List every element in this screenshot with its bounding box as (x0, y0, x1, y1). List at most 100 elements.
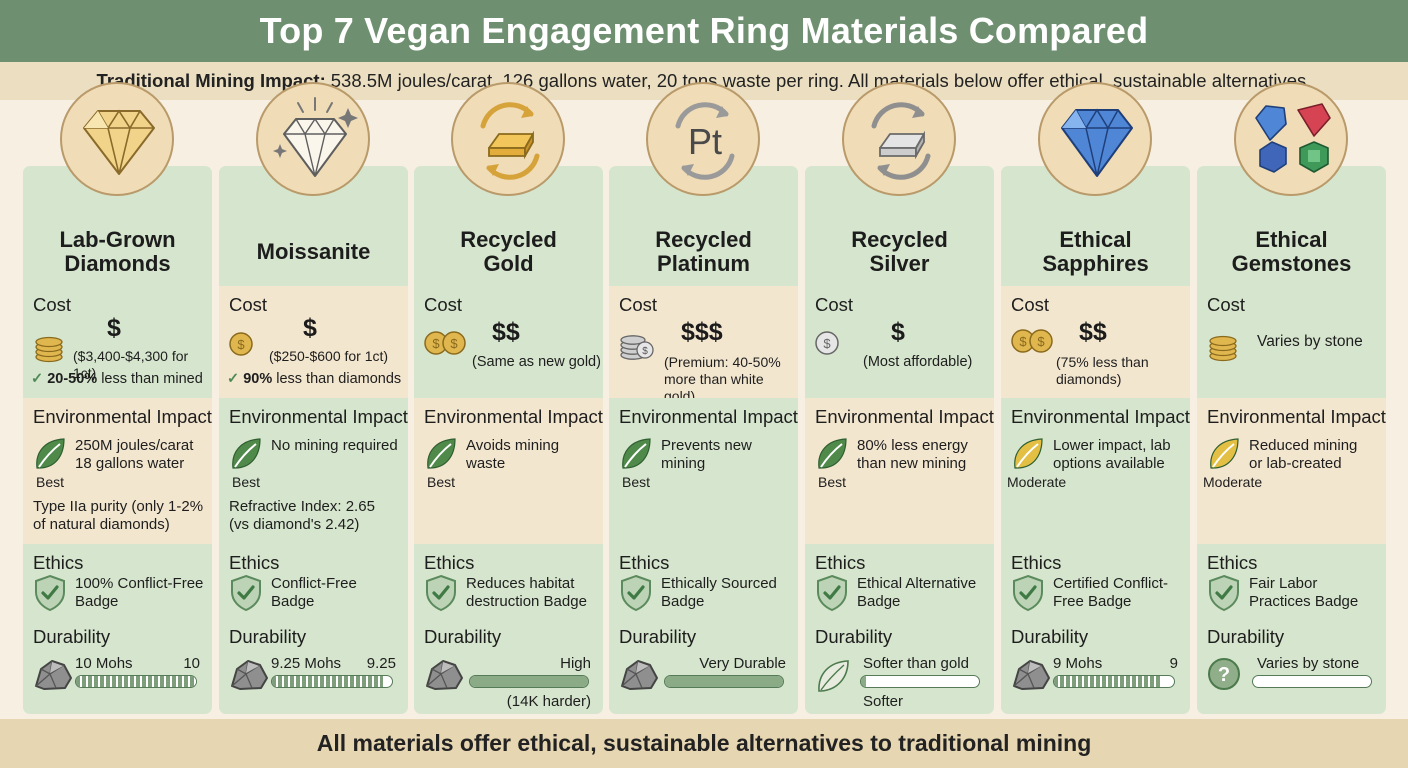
mining-impact-label: Traditional Mining Impact: (96, 70, 326, 91)
material-name-line1: Lab-Grown (59, 227, 176, 252)
durability-bar-fill (76, 676, 196, 687)
env-line1: Lower impact, lab (1053, 437, 1171, 454)
cost-saving: ✓ 20-50% less than mined (31, 371, 203, 387)
ethics-line2: Free Badge (1053, 593, 1132, 610)
ethics-heading: Ethics (1207, 552, 1258, 573)
ethics-section: Ethics Ethically Sourced Badge (609, 544, 798, 618)
ethics-line2: Badge (857, 593, 901, 610)
durability-note: (14K harder) (506, 693, 591, 710)
environmental-heading: Environmental Impact (619, 406, 798, 427)
environmental-section: Environmental Impact Reduced mining or l… (1197, 398, 1386, 544)
sapphire-icon (1038, 82, 1152, 196)
cost-section: Cost $ $$$ (Premium: 40-50% more than whi… (609, 286, 798, 404)
durability-section: Durability High (14K harder) (414, 618, 603, 714)
ethics-line2: Badge (271, 593, 315, 610)
material-name-line1: Recycled (460, 227, 557, 252)
material-column: Recycled Platinum Cost $ $$$ (Premium: 40… (609, 166, 798, 714)
env-line1: No mining required (271, 437, 398, 454)
durability-heading: Durability (229, 626, 307, 647)
rock-icon (32, 656, 74, 697)
cost-section: Cost $ $ (Most affordable) (805, 286, 994, 398)
mining-impact-text: 538.5M joules/carat, 126 gallons water, … (330, 70, 1312, 91)
durability-heading: Durability (619, 626, 697, 647)
ethics-heading: Ethics (619, 552, 670, 573)
env-rating: Moderate (1007, 474, 1067, 490)
svg-text:$: $ (823, 336, 831, 351)
material-name-line1: Recycled (851, 227, 948, 252)
env-line2: 18 gallons water (75, 455, 185, 472)
durability-value: 9 (1169, 655, 1178, 672)
leaf-icon (1011, 436, 1045, 477)
shield-check-icon (1011, 574, 1045, 617)
cost-note: ($250-$600 for 1ct) (269, 348, 389, 364)
env-line2: or lab-created (1249, 455, 1342, 472)
durability-label: Varies by stone (1257, 655, 1360, 672)
durability-bar (860, 675, 980, 688)
leaf-icon (424, 436, 458, 477)
page-title: Top 7 Vegan Engagement Ring Materials Co… (259, 10, 1149, 51)
cost-symbol: $ (891, 318, 905, 346)
durability-heading: Durability (424, 626, 502, 647)
svg-text:$: $ (450, 336, 458, 351)
durability-bar (469, 675, 589, 688)
cost-saving-percent: 20-50% (47, 371, 98, 387)
env-rating: Best (36, 474, 65, 490)
environmental-section: Environmental Impact Prevents new mining… (609, 398, 798, 544)
ethics-line1: Fair Labor (1249, 575, 1318, 592)
footer-text: All materials offer ethical, sustainable… (316, 730, 1092, 756)
env-line1: Reduced mining (1249, 437, 1358, 454)
rock-icon (618, 656, 660, 697)
durability-section: Durability 10 Mohs 10 (23, 618, 212, 714)
environmental-section: Environmental Impact Lower impact, lab o… (1001, 398, 1190, 544)
cost-section: Cost $ $ $$ (Same as new gold) (414, 286, 603, 398)
ethics-section: Ethics Conflict-Free Badge (219, 544, 408, 618)
material-name-line2: Sapphires (1042, 251, 1149, 276)
rock-icon (423, 656, 465, 697)
ethics-line2: Badge (75, 593, 119, 610)
cost-section: Cost $ ($3,400-$4,300 for 1ct) ✓ 20-50% … (23, 286, 212, 398)
durability-section: Durability 9.25 Mohs 9.25 (219, 618, 408, 714)
durability-label: 9.25 Mohs (271, 655, 342, 672)
material-column: Ethical Sapphires Cost $ $ $$ (75% less th… (1001, 166, 1190, 714)
silver-coin-icon: $ (814, 330, 840, 361)
ethics-line2: Practices Badge (1249, 593, 1359, 610)
environmental-section: Environmental Impact No mining required … (219, 398, 408, 544)
durability-bar-fill (1054, 676, 1162, 687)
environmental-section: Environmental Impact 80% less energy tha… (805, 398, 994, 544)
ethics-section: Ethics 100% Conflict-Free Badge (23, 544, 212, 618)
material-name-line2: Gold (483, 251, 534, 276)
cost-section: Cost $ $ $$ (75% less than diamonds) (1001, 286, 1190, 398)
environmental-heading: Environmental Impact (1207, 406, 1386, 427)
environmental-heading: Environmental Impact (33, 406, 212, 427)
cost-symbol: $$ (492, 318, 520, 346)
env-line2: than new mining (857, 455, 967, 472)
shield-check-icon (424, 574, 458, 617)
material-name-line1: Recycled (655, 227, 752, 252)
env-rating: Best (232, 474, 261, 490)
material-column: Lab-Grown Diamonds Cost $ ($3,400-$4,300… (23, 166, 212, 714)
cost-saving: ✓ 90% less than diamonds (227, 371, 402, 387)
ethics-heading: Ethics (33, 552, 84, 573)
shield-check-icon (33, 574, 67, 617)
svg-text:$: $ (237, 337, 245, 352)
ethics-heading: Ethics (229, 552, 280, 573)
durability-bar (1252, 675, 1372, 688)
durability-heading: Durability (815, 626, 893, 647)
durability-bar (664, 675, 784, 688)
question-icon: ? (1206, 656, 1242, 697)
env-line1: 250M joules/carat (75, 437, 194, 454)
cost-note-line1: (Premium: 40-50% (664, 354, 781, 370)
durability-bar-fill (272, 676, 383, 687)
durability-label: High (560, 655, 591, 672)
svg-text:$: $ (1019, 334, 1027, 349)
material-header: Lab-Grown Diamonds (23, 166, 212, 286)
cost-heading: Cost (229, 294, 268, 315)
cost-note: (Most affordable) (863, 354, 973, 370)
shield-check-icon (229, 574, 263, 617)
durability-label: 9 Mohs (1053, 655, 1103, 672)
durability-label: Softer than gold (863, 655, 969, 672)
ethics-line1: Reduces habitat (466, 575, 575, 592)
material-name-line2: Platinum (657, 251, 750, 276)
gemstones-icon (1234, 82, 1348, 196)
durability-section: Durability? Varies by stone (1197, 618, 1386, 714)
